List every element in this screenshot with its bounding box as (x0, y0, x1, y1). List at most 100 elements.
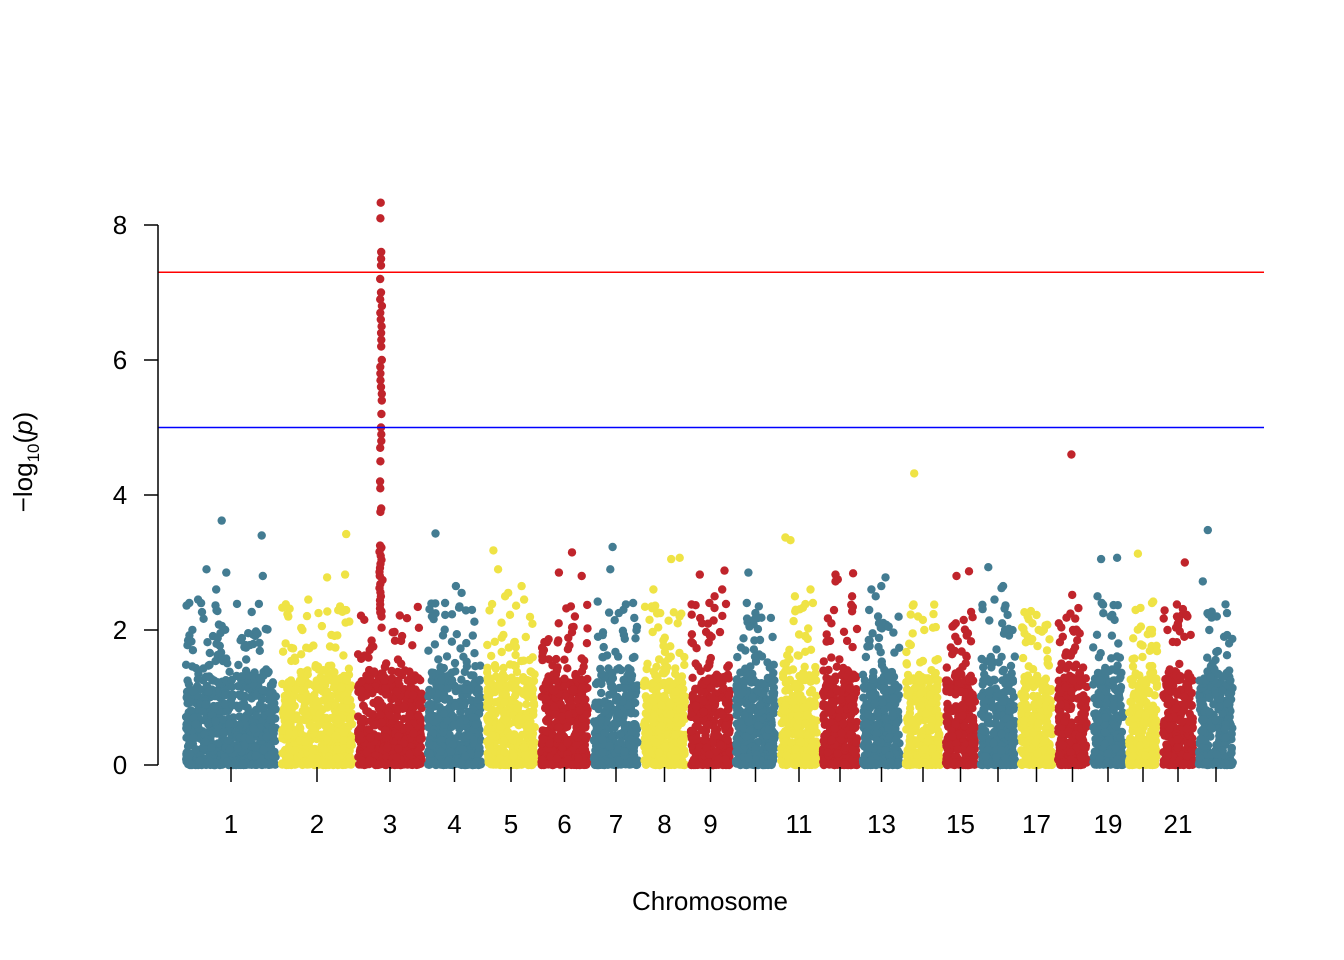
snp-point (365, 756, 374, 765)
snp-point (439, 663, 448, 673)
snp-point (679, 693, 689, 702)
snp-point (264, 667, 273, 676)
snp-point (408, 641, 417, 650)
snp-point (447, 637, 457, 646)
snp-point (414, 711, 423, 720)
snp-point (427, 687, 436, 697)
snp-point (439, 709, 449, 718)
snp-point (560, 655, 569, 664)
snp-point (632, 626, 641, 635)
snp-point (644, 728, 654, 738)
snp-point (654, 623, 663, 632)
snp-point (691, 659, 700, 668)
snp-point (692, 644, 701, 653)
snp-point (582, 710, 592, 719)
top-hit-point (427, 612, 437, 621)
snp-point (540, 637, 549, 647)
top-hit-point (314, 608, 323, 618)
snp-point (295, 722, 304, 731)
top-hit-point (455, 602, 464, 611)
snp-point (287, 696, 297, 705)
snp-point (687, 630, 697, 639)
snp-point (367, 636, 376, 645)
snp-point (499, 760, 509, 769)
top-hit-point (376, 507, 385, 517)
snp-point (691, 601, 700, 610)
chromosome-3-points (353, 198, 426, 770)
snp-point (598, 735, 607, 745)
snp-point (640, 602, 650, 611)
snp-point (471, 720, 480, 729)
snp-point (437, 676, 446, 685)
top-hit-point (431, 529, 440, 538)
snp-point (497, 633, 506, 642)
snp-point (221, 676, 231, 685)
snp-point (530, 750, 539, 759)
snp-point (188, 646, 198, 655)
snp-point (357, 756, 367, 765)
top-hit-point (212, 585, 221, 594)
chromosome-7-points (589, 542, 642, 770)
snp-point (365, 675, 375, 684)
snp-point (671, 669, 680, 679)
snp-point (624, 668, 634, 677)
snp-point (245, 735, 255, 744)
snp-point (470, 760, 479, 769)
snp-point (452, 630, 461, 639)
snp-point (733, 676, 742, 685)
chromosome-5-points (483, 546, 539, 770)
snp-point (679, 750, 689, 759)
snp-point (707, 693, 717, 702)
snp-point (528, 619, 537, 628)
snp-point (300, 737, 310, 746)
top-hit-point (649, 585, 658, 594)
snp-point (578, 745, 587, 754)
snp-point (450, 658, 460, 668)
snp-point (468, 631, 477, 640)
snp-point (755, 700, 765, 710)
snp-point (344, 664, 354, 673)
snp-point (497, 647, 506, 657)
snp-point (754, 721, 763, 730)
snp-point (742, 732, 751, 741)
snp-point (704, 720, 713, 730)
snp-point (500, 698, 509, 707)
snp-point (659, 636, 668, 645)
snp-point (615, 709, 624, 719)
snp-point (357, 718, 366, 727)
snp-point (308, 722, 317, 732)
snp-point (359, 701, 368, 710)
snp-point (268, 724, 277, 733)
snp-point (702, 759, 711, 769)
snp-point (237, 701, 246, 710)
top-hit-point (720, 566, 729, 575)
snp-point (705, 750, 714, 759)
snp-point (266, 681, 276, 690)
snp-point (715, 672, 724, 682)
top-hit-point (500, 592, 510, 601)
snp-point (425, 749, 434, 758)
snp-point (322, 687, 332, 696)
snp-point (517, 656, 526, 666)
snp-point (254, 599, 264, 609)
snp-point (649, 758, 659, 768)
snp-point (302, 611, 312, 621)
top-hit-point (376, 443, 385, 452)
top-hit-point (718, 585, 727, 594)
snp-point (753, 685, 762, 695)
snp-point (323, 703, 332, 712)
snp-point (425, 739, 434, 748)
snp-point (184, 740, 194, 749)
snp-point (702, 676, 711, 685)
snp-point (374, 732, 383, 741)
chromosome-9-points (686, 566, 735, 770)
snp-point (375, 710, 385, 720)
snp-point (331, 643, 340, 652)
snp-point (604, 608, 614, 617)
top-hit-point (440, 598, 450, 608)
snp-point (424, 646, 433, 655)
top-hit-point (554, 619, 563, 628)
snp-point (723, 663, 732, 672)
snp-point (631, 683, 640, 692)
snp-point (330, 631, 339, 641)
